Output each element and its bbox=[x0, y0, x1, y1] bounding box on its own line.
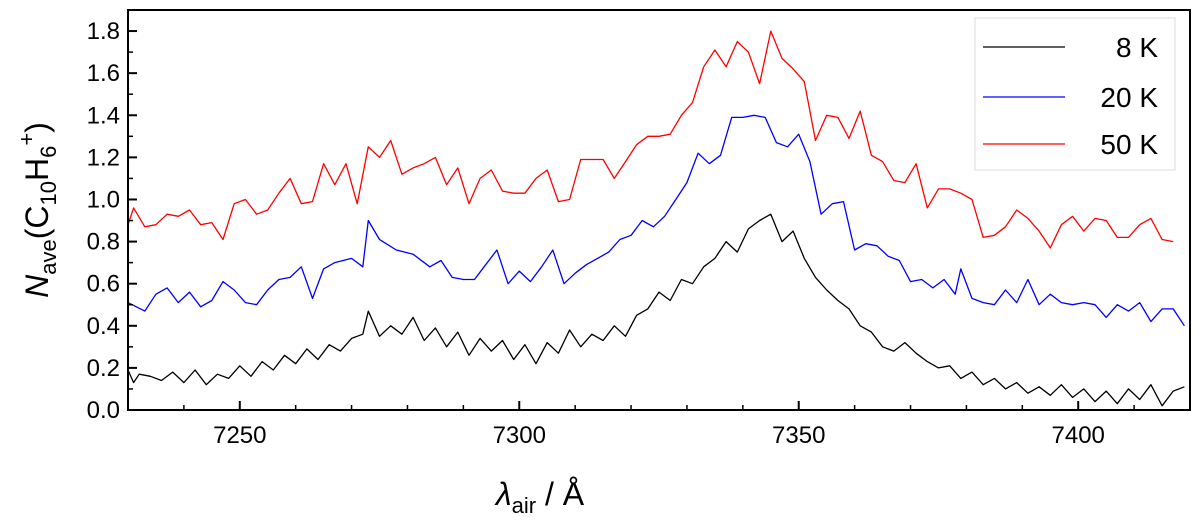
plot-frame bbox=[127, 9, 1191, 411]
y-axis-symbol: N bbox=[19, 274, 55, 298]
y-axis-sub1: 10 bbox=[36, 181, 61, 205]
x-tick-label: 7350 bbox=[772, 422, 825, 449]
series-line-8k bbox=[127, 213, 1185, 407]
x-axis-symbol: λ bbox=[494, 476, 512, 512]
y-tick-label: 1.2 bbox=[87, 144, 120, 171]
y-axis-title: Nave(C10H6+) bbox=[14, 122, 61, 298]
y-axis-sub2: 6 bbox=[36, 146, 61, 158]
legend: 8 K 20 K 50 K bbox=[974, 17, 1176, 171]
y-tick-label: 1.4 bbox=[87, 102, 120, 129]
legend-box bbox=[974, 17, 1176, 171]
y-tick-label: 0.2 bbox=[87, 355, 120, 382]
series-line-50k bbox=[127, 30, 1174, 249]
y-axis-ticks: 0.0 0.2 0.4 0.6 0.8 1.0 1.2 1.4 1.6 1.8 bbox=[87, 18, 137, 424]
y-axis-sup: + bbox=[14, 133, 39, 146]
y-tick-label: 0.6 bbox=[87, 271, 120, 298]
x-tick-label: 7250 bbox=[213, 422, 266, 449]
y-axis-formula-open: (C bbox=[19, 206, 55, 240]
x-tick-label: 7300 bbox=[493, 422, 546, 449]
y-tick-label: 0.0 bbox=[87, 397, 120, 424]
y-axis-mid: H bbox=[19, 158, 55, 181]
x-axis-ticks: 7250 7300 7350 7400 bbox=[183, 401, 1135, 449]
x-tick-label: 7400 bbox=[1052, 422, 1105, 449]
y-tick-label: 1.0 bbox=[87, 186, 120, 213]
y-axis-subscript: ave bbox=[36, 239, 61, 274]
y-axis-formula-close: ) bbox=[19, 122, 55, 133]
y-tick-label: 1.6 bbox=[87, 60, 120, 87]
x-axis-title: λair / Å bbox=[494, 476, 585, 518]
legend-label-8k: 8 K bbox=[1116, 32, 1158, 63]
y-tick-label: 0.8 bbox=[87, 229, 120, 256]
series-line-20k bbox=[127, 114, 1185, 327]
x-axis-subscript: air bbox=[512, 493, 536, 518]
legend-label-20k: 20 K bbox=[1100, 82, 1158, 113]
legend-label-50k: 50 K bbox=[1100, 129, 1158, 160]
x-axis-rest: / Å bbox=[536, 476, 585, 512]
y-tick-label: 0.4 bbox=[87, 313, 120, 340]
y-tick-label: 1.8 bbox=[87, 18, 120, 45]
plot-series-group bbox=[127, 30, 1185, 407]
